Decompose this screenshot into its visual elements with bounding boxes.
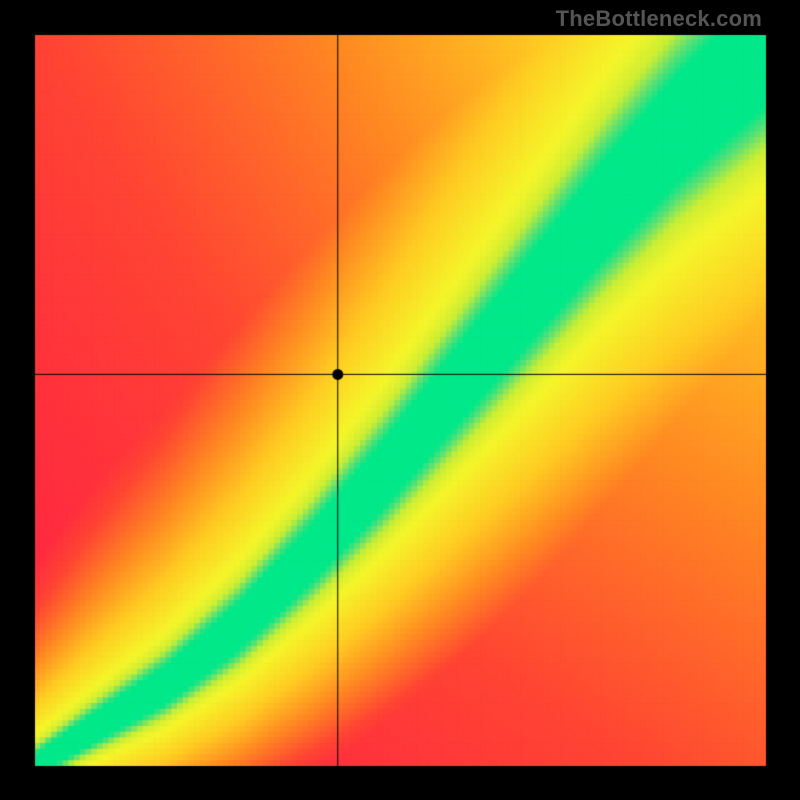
bottleneck-heatmap — [0, 0, 800, 800]
chart-container: TheBottleneck.com — [0, 0, 800, 800]
